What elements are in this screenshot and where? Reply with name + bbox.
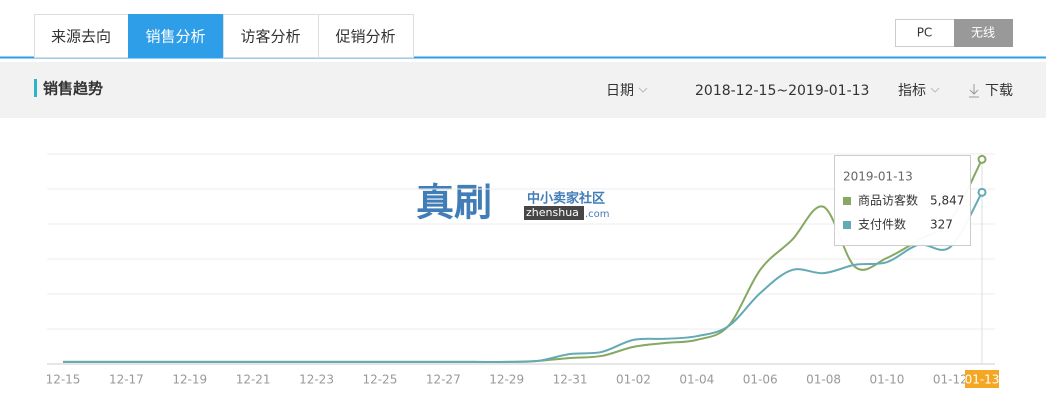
- metric-label[interactable]: 指标: [898, 83, 926, 99]
- x-tick-label: 12-15: [46, 373, 81, 387]
- tooltip-swatch: [843, 221, 851, 229]
- watermark-box: [524, 206, 584, 220]
- x-tick-label: 12-19: [172, 373, 207, 387]
- toggle-button[interactable]: [895, 19, 955, 47]
- toggle-button[interactable]: [954, 19, 1013, 47]
- tab-label[interactable]: 销售分析: [145, 28, 205, 46]
- x-tick-label: 01-10: [869, 373, 904, 387]
- chevron: [638, 87, 648, 93]
- tab-label[interactable]: 来源去向: [51, 28, 111, 46]
- date-label[interactable]: 日期: [606, 83, 634, 99]
- tooltip-value: 327: [930, 218, 953, 232]
- tab[interactable]: [34, 14, 129, 58]
- x-tick-label: 12-25: [362, 373, 397, 387]
- tab[interactable]: [318, 14, 414, 58]
- watermark-big: 真刷: [416, 181, 492, 225]
- tab-label[interactable]: 促销分析: [335, 28, 395, 46]
- section-title: 销售趋势: [43, 80, 103, 98]
- download-icon: [969, 84, 979, 98]
- watermark-small: 中小卖家社区: [527, 191, 605, 207]
- tooltip: [834, 155, 971, 246]
- x-tick-label: 12-29: [489, 373, 524, 387]
- toggle-label[interactable]: PC: [917, 26, 933, 40]
- x-tick-label: 01-02: [616, 373, 651, 387]
- tab[interactable]: [128, 14, 224, 58]
- tooltip-value: 5,847: [930, 194, 964, 208]
- tooltip-title: 2019-01-13: [843, 170, 913, 184]
- x-tick-label: 12-21: [236, 373, 271, 387]
- line-series: [63, 191, 983, 363]
- x-tick-label: 12-23: [299, 373, 334, 387]
- section-marker: [34, 79, 37, 97]
- watermark: 真刷 中小卖家社区 zhenshua .com: [416, 181, 610, 225]
- tooltip-swatch: [843, 197, 851, 205]
- tab[interactable]: [223, 14, 319, 58]
- tab-label[interactable]: 访客分析: [240, 28, 300, 46]
- tooltip-name: 支付件数: [858, 217, 906, 232]
- point-marker: [977, 154, 987, 164]
- x-tick-label: 01-13: [965, 373, 1000, 387]
- x-tick-label: 01-06: [743, 373, 778, 387]
- x-tick-label: 01-12: [933, 373, 968, 387]
- download[interactable]: 下载: [985, 83, 1013, 99]
- x-tick-label: 12-31: [553, 373, 588, 387]
- point-marker: [977, 187, 987, 197]
- x-tick-label: 01-04: [679, 373, 714, 387]
- tooltip-name: 商品访客数: [858, 193, 918, 208]
- x-tick-label: 12-27: [426, 373, 461, 387]
- x-highlight: [965, 370, 999, 388]
- chevron: [930, 87, 940, 93]
- toggle-label[interactable]: 无线: [971, 26, 995, 40]
- x-tick-label: 01-08: [806, 373, 841, 387]
- x-tick-label: 12-17: [109, 373, 144, 387]
- section-header: [0, 62, 1046, 118]
- watermark-domain: .com: [585, 209, 610, 220]
- watermark-site: zhenshua: [526, 206, 579, 219]
- date-range[interactable]: 2018-12-15~2019-01-13: [695, 83, 869, 99]
